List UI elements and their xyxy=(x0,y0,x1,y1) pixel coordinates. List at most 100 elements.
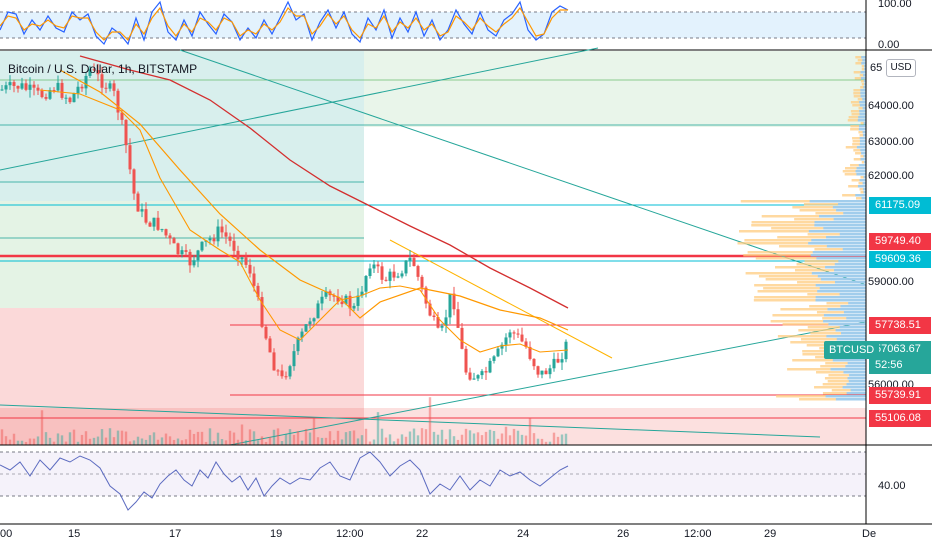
candle-body xyxy=(516,333,520,335)
volume-profile-bar xyxy=(757,290,866,293)
candle-body xyxy=(220,226,224,233)
candle-body xyxy=(140,209,144,212)
volume-profile-bar xyxy=(753,299,866,302)
volume-profile-bar xyxy=(859,74,866,77)
candle-body xyxy=(480,371,484,376)
volume-bar xyxy=(364,428,368,445)
volume-profile-bar xyxy=(826,335,866,338)
candle-body xyxy=(240,257,244,260)
volume-profile-bar xyxy=(861,68,866,71)
volume-profile-bar xyxy=(859,143,866,146)
volume-profile-bar xyxy=(855,62,866,65)
currency-button[interactable]: USD xyxy=(886,59,916,77)
volume-profile-bar xyxy=(845,167,866,170)
candle-body xyxy=(308,321,312,325)
volume-bar xyxy=(296,431,300,445)
volume-profile-bar xyxy=(794,218,866,221)
volume-bar xyxy=(556,436,560,445)
date-label-00: 00 xyxy=(0,528,13,540)
candle-body xyxy=(216,226,220,242)
volume-bar xyxy=(52,441,56,445)
candle-body xyxy=(32,84,36,88)
volume-bar xyxy=(76,441,80,445)
volume-profile-bar xyxy=(745,272,866,275)
candle-body xyxy=(524,341,528,347)
volume-bar xyxy=(184,439,188,445)
candle-body xyxy=(8,82,12,86)
volume-profile-bar xyxy=(839,233,866,236)
volume-profile-bar xyxy=(772,314,866,317)
volume-profile-bar xyxy=(853,95,866,98)
volume-bar xyxy=(108,428,112,445)
volume-bar xyxy=(136,436,140,445)
volume-profile-bar xyxy=(840,332,866,335)
candle-body xyxy=(156,217,160,230)
candle-body xyxy=(188,251,192,266)
volume-bar xyxy=(308,432,312,445)
candle-body xyxy=(504,337,508,345)
volume-bar xyxy=(240,424,244,445)
volume-profile-bar xyxy=(747,251,866,254)
volume-bar xyxy=(188,429,192,445)
volume-bar xyxy=(224,440,228,445)
candle-body xyxy=(164,229,168,236)
volume-bars xyxy=(0,397,568,445)
volume-profile-bar xyxy=(834,269,866,272)
candle-body xyxy=(20,83,24,89)
volume-profile-bar xyxy=(842,386,866,389)
candle-body xyxy=(296,337,300,352)
volume-bar xyxy=(408,431,412,445)
volume-bar xyxy=(544,441,548,445)
volume-profile-bar xyxy=(826,302,866,305)
candle-body xyxy=(356,295,360,306)
volume-profile-bar xyxy=(743,254,866,257)
volume-profile-bar xyxy=(860,149,866,152)
candle-body xyxy=(500,344,504,349)
volume-profile-bar xyxy=(860,86,866,89)
candle-body xyxy=(176,243,180,255)
volume-bar xyxy=(488,429,492,445)
volume-bar xyxy=(228,430,232,445)
volume-bar xyxy=(468,430,472,445)
volume-profile-bar xyxy=(794,269,866,272)
volume-profile-bar xyxy=(847,362,866,365)
candle-body xyxy=(464,348,468,373)
candle-body xyxy=(384,279,388,281)
volume-profile-bar xyxy=(828,374,866,377)
candle-body xyxy=(40,90,44,98)
candle-body xyxy=(96,70,100,75)
volume-profile-bar xyxy=(808,230,866,233)
volume-profile-bar xyxy=(860,191,866,194)
candle-body xyxy=(364,275,368,292)
candle-body xyxy=(128,145,132,170)
volume-profile-bar xyxy=(751,224,866,227)
volume-profile-bar xyxy=(834,281,866,284)
candle-body xyxy=(440,325,444,328)
candlesticks xyxy=(0,63,568,382)
volume-profile-bar xyxy=(815,299,866,302)
candle-body xyxy=(520,334,524,342)
volume-profile-bar xyxy=(860,122,866,125)
candle-body xyxy=(472,378,476,380)
candle-body xyxy=(416,266,420,277)
volume-bar xyxy=(444,439,448,445)
price-label-59749: 59749.40 xyxy=(869,233,931,250)
symbol-tag: BTCUSD xyxy=(824,341,880,359)
volume-bar xyxy=(176,438,180,445)
candle-body xyxy=(200,241,204,251)
volume-profile-bar xyxy=(864,68,866,71)
volume-bar xyxy=(132,440,136,445)
candle-body xyxy=(396,276,400,278)
candle-body xyxy=(544,370,548,375)
volume-bar xyxy=(384,437,388,445)
volume-profile-bar xyxy=(811,272,866,275)
candle-body xyxy=(208,238,212,241)
volume-profile-bar xyxy=(860,77,866,80)
volume-profile-bar xyxy=(857,119,866,122)
stoch-d-line xyxy=(0,6,568,42)
volume-profile-bar xyxy=(852,104,866,107)
volume-profile-bar xyxy=(857,59,866,62)
volume-profile-bar xyxy=(763,287,866,290)
volume-bar xyxy=(16,440,20,445)
